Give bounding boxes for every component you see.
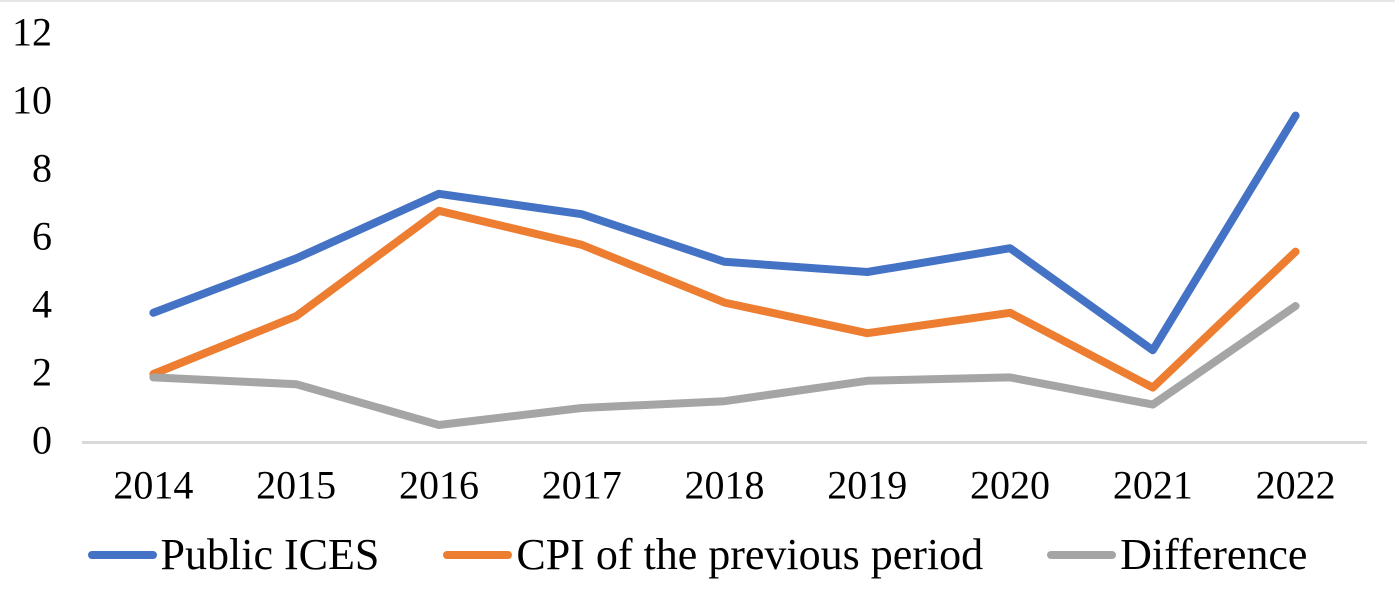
y-tick-label: 8 xyxy=(32,146,52,191)
legend-item-public-ices: Public ICES xyxy=(87,530,380,579)
figure-top-border xyxy=(0,0,1395,2)
legend-marker-public-ices xyxy=(87,551,157,559)
legend-marker-difference xyxy=(1047,551,1117,559)
x-tick-label: 2022 xyxy=(1256,463,1336,508)
x-tick-label: 2018 xyxy=(685,463,765,508)
chart-legend: Public ICES CPI of the previous period D… xyxy=(0,527,1395,583)
y-tick-label: 0 xyxy=(32,418,52,463)
legend-marker-cpi-previous-period xyxy=(443,551,513,559)
x-tick-label: 2020 xyxy=(970,463,1050,508)
legend-item-difference: Difference xyxy=(1047,533,1307,577)
legend-item-cpi-previous-period: CPI of the previous period xyxy=(443,533,983,577)
series-line-public-ices xyxy=(149,111,1300,355)
legend-label-cpi-previous-period: CPI of the previous period xyxy=(516,530,984,579)
series-line-cpi-of-the-previous-period xyxy=(149,206,1300,392)
legend-label-difference: Difference xyxy=(1120,530,1308,579)
y-tick-label: 6 xyxy=(32,214,52,259)
y-tick-label: 4 xyxy=(32,282,52,327)
x-tick-label: 2016 xyxy=(399,463,479,508)
y-tick-label: 10 xyxy=(12,78,52,123)
x-tick-label: 2017 xyxy=(542,463,622,508)
y-tick-label: 12 xyxy=(12,10,52,55)
x-tick-label: 2019 xyxy=(827,463,907,508)
y-tick-label: 2 xyxy=(32,350,52,395)
x-tick-label: 2015 xyxy=(256,463,336,508)
x-tick-label: 2014 xyxy=(113,463,193,508)
legend-label-public-ices: Public ICES xyxy=(160,530,380,579)
line-chart: 0 2 4 6 8 10 12 2014 2015 2016 2017 2018 2019 2020 202… xyxy=(12,10,1367,508)
series-line-difference xyxy=(149,302,1300,429)
x-tick-label: 2021 xyxy=(1113,463,1193,508)
